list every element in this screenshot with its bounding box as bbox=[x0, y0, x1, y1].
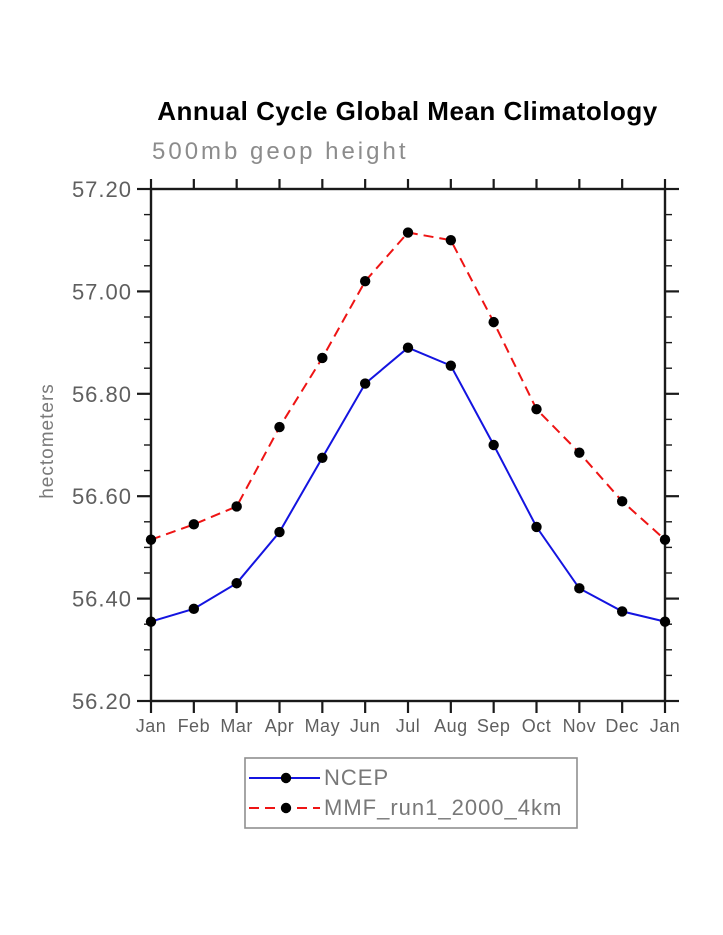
data-point-marker bbox=[145, 616, 157, 627]
data-point-marker bbox=[188, 519, 200, 530]
data-point-marker bbox=[488, 439, 499, 451]
y-axis-tick-label: 56.60 bbox=[72, 484, 132, 509]
legend: NCEP MMF_run1_2000_4km bbox=[244, 757, 578, 829]
x-axis-month-label: Sep bbox=[477, 716, 511, 736]
x-axis-month-label: Dec bbox=[605, 716, 639, 736]
data-point-marker bbox=[274, 526, 285, 538]
data-point-marker bbox=[445, 360, 457, 371]
x-axis-month-label: Jul bbox=[396, 716, 421, 736]
data-point-marker bbox=[231, 501, 242, 512]
series-line-mmf bbox=[150, 231, 666, 541]
data-point-marker bbox=[274, 421, 285, 433]
chart-title: Annual Cycle Global Mean Climatology bbox=[157, 96, 658, 126]
plot-frame bbox=[149, 187, 667, 703]
data-point-marker bbox=[188, 603, 200, 615]
data-point-marker bbox=[359, 378, 371, 389]
legend-box bbox=[244, 757, 578, 829]
data-point-marker bbox=[616, 606, 628, 617]
data-point-marker bbox=[402, 342, 414, 353]
x-axis-month-label: Aug bbox=[434, 716, 468, 736]
y-axis-tick-label: 56.40 bbox=[72, 587, 132, 612]
x-axis-month-label: Feb bbox=[178, 716, 211, 736]
series-ncep bbox=[145, 342, 671, 627]
y-axis-minor-ticks bbox=[144, 213, 672, 677]
data-point-marker bbox=[574, 583, 585, 594]
data-point-marker bbox=[531, 521, 542, 533]
legend-swatch-marker bbox=[280, 772, 292, 784]
data-point-marker bbox=[317, 452, 328, 463]
chart-subtitle: 500mb geop height bbox=[152, 138, 409, 165]
data-point-marker bbox=[231, 578, 242, 589]
series-mmf_run1_2000_4km bbox=[145, 227, 671, 545]
legend-label: MMF_run1_2000_4km bbox=[324, 795, 562, 820]
x-axis-month-label: Mar bbox=[220, 716, 253, 736]
x-axis-month-label: Jan bbox=[136, 716, 167, 736]
series-line-ncep bbox=[150, 346, 666, 623]
data-point-marker bbox=[659, 616, 671, 627]
x-axis-month-label: Oct bbox=[522, 716, 552, 736]
data-point-marker bbox=[359, 275, 371, 287]
x-axis-month-label: Jan bbox=[650, 716, 681, 736]
legend-label: NCEP bbox=[324, 765, 389, 790]
data-point-marker bbox=[659, 534, 671, 545]
x-axis-month-label: Nov bbox=[563, 716, 597, 736]
x-axis-ticks: Jan Feb Mar Apr May Jun Jul Aug Sep Oct Nov Dec Jan bbox=[136, 179, 681, 736]
data-point-marker bbox=[445, 235, 457, 246]
data-point-marker bbox=[402, 227, 414, 238]
x-axis-month-label: Apr bbox=[265, 716, 295, 736]
data-point-marker bbox=[145, 534, 157, 545]
data-point-marker bbox=[317, 352, 328, 364]
y-axis-major-ticks: 56.20 56.40 56.60 56.80 57.00 57.20 bbox=[72, 177, 679, 714]
x-axis-month-label: May bbox=[305, 716, 341, 736]
data-point-marker bbox=[488, 316, 499, 328]
y-axis-tick-label: 57.00 bbox=[72, 279, 132, 304]
y-axis-tick-label: 56.80 bbox=[72, 382, 132, 407]
y-axis-tick-label: 56.20 bbox=[72, 689, 132, 714]
x-axis-month-label: Jun bbox=[350, 716, 381, 736]
data-point-marker bbox=[531, 403, 542, 415]
legend-swatch-marker bbox=[280, 802, 292, 814]
y-axis-tick-label: 57.20 bbox=[72, 177, 132, 202]
data-point-marker bbox=[574, 447, 585, 458]
data-point-marker bbox=[616, 496, 628, 507]
